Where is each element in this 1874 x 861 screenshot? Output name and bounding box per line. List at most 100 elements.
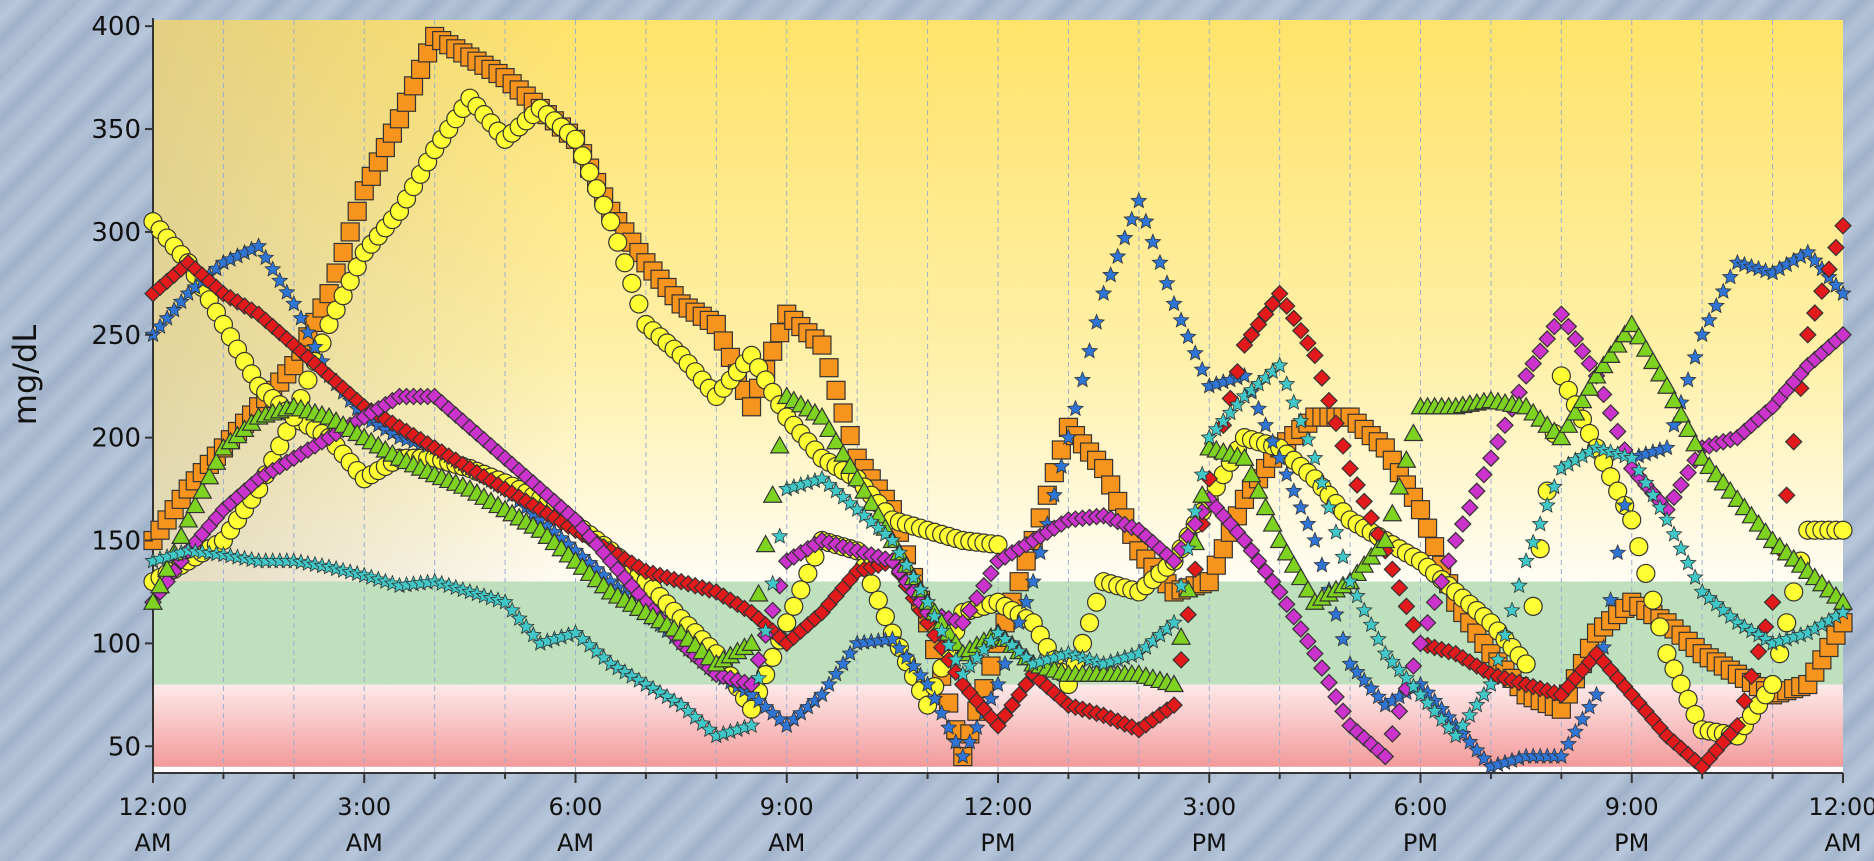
data-point-diamond [1320,391,1338,410]
data-point-diamond [1383,560,1402,579]
data-point-diamond [1284,607,1303,626]
data-point-star [1397,669,1415,686]
y-tick-label: 400 [91,12,141,42]
data-point-circle [791,580,811,600]
data-point-star [1686,348,1704,365]
data-point-diamond [1390,578,1409,597]
data-point-star [1137,212,1155,229]
data-point-circle [594,195,614,215]
series-star-7 [144,356,1852,744]
data-point-diamond [1559,317,1578,336]
data-point-diamond [1665,488,1683,507]
data-point-diamond [1306,346,1324,365]
data-point-star [1214,412,1232,429]
data-point-star [1313,556,1331,573]
data-point-diamond [341,385,360,404]
data-point-circle [784,596,804,616]
data-point-diamond [1341,459,1359,478]
data-point-diamond [1538,330,1557,348]
data-point-star [1616,496,1634,513]
data-point-star [897,556,916,573]
data-point-star [1573,710,1592,727]
data-point-star [1799,243,1817,260]
data-point-triangle [1382,503,1403,522]
data-point-diamond [1679,463,1697,482]
data-point-star [827,665,845,682]
data-point-diamond [1291,620,1310,638]
data-point-diamond [1658,727,1676,745]
data-point-diamond [1263,295,1282,313]
data-point-star [933,704,951,721]
data-point-star [1200,428,1218,445]
data-point-triangle [150,575,171,594]
data-point-diamond [1277,297,1296,315]
data-point-triangle [1297,579,1318,598]
data-point-triangle [178,509,199,528]
data-point-circle [1086,592,1107,612]
data-point-diamond [1432,572,1451,591]
data-point-diamond [1763,593,1782,612]
data-point-diamond [1334,702,1352,721]
data-point-diamond [1404,657,1423,675]
data-point-diamond [1362,735,1381,754]
data-point-star [1482,675,1500,692]
data-point-triangle [1649,363,1670,382]
data-point-diamond [1425,593,1444,612]
data-point-star [1172,311,1190,328]
data-point-diamond [1383,725,1402,743]
data-point-star [1369,687,1387,705]
data-point-triangle [811,406,832,425]
data-point-circle [1636,563,1656,584]
data-point-star [271,271,289,289]
data-point-star [1658,438,1676,456]
data-point-star [1292,498,1310,515]
data-point-triangle [748,583,769,602]
data-point-star [278,283,296,300]
data-point-square [713,331,733,351]
data-point-triangle [157,559,178,577]
data-point-star [1637,473,1655,491]
data-point-star [1158,274,1176,291]
data-point-star [1679,554,1697,571]
data-point-diamond [1017,675,1036,694]
data-point-diamond [1235,336,1254,354]
data-point-triangle [1234,447,1255,466]
data-point-star [1045,486,1063,503]
data-point-square [1206,555,1226,575]
data-point-star [1468,741,1486,758]
data-point-diamond [1608,422,1627,441]
data-point-star [1179,327,1197,345]
data-point-star [961,733,979,750]
data-point-triangle [1685,433,1706,452]
x-tick-label-period: PM [1192,829,1227,857]
data-point-star [1580,698,1599,715]
data-point-star [1721,268,1739,285]
data-point-triangle [1269,530,1290,549]
x-tick-label-period: AM [768,829,805,857]
data-point-diamond [1242,325,1261,344]
data-series [142,26,1854,776]
data-point-diamond [960,601,979,620]
data-point-triangle [1635,338,1656,357]
data-point-star [1489,650,1507,668]
data-point-diamond [1235,531,1254,550]
data-point-diamond [425,387,444,406]
data-point-star [897,648,916,665]
data-point-diamond [1179,605,1197,624]
data-point-circle [1622,510,1642,530]
data-point-star [1468,696,1486,713]
data-point-diamond [742,603,761,622]
x-tick-label-period: PM [1403,829,1438,857]
data-point-star [1418,693,1437,711]
data-point-star [883,531,901,548]
data-point-square [1213,539,1233,559]
data-point-star [1130,191,1148,209]
data-point-diamond [1369,741,1388,760]
data-point-triangle [1671,404,1692,423]
data-point-triangle [1678,419,1699,438]
data-point-diamond [186,260,205,278]
data-point-square [340,222,360,242]
data-point-star [1299,515,1317,532]
data-point-triangle [818,419,840,438]
data-point-star [1355,601,1373,618]
